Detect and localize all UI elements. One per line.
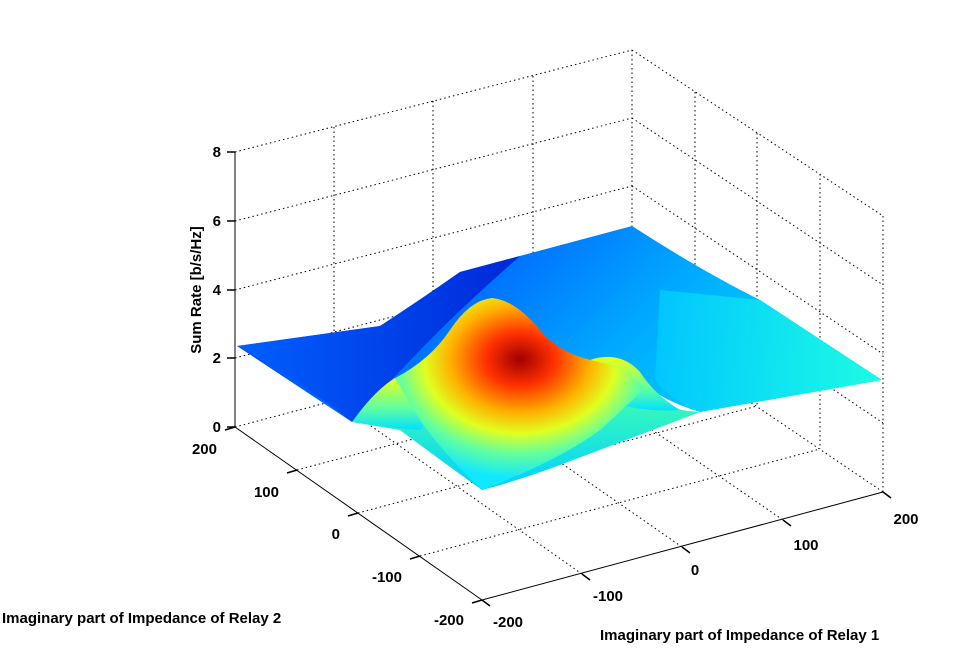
surface-right-region [655,290,882,412]
z-axis-label: Sum Rate [b/s/Hz] [188,226,205,354]
y-tick-label: 100 [254,484,279,501]
z-axis: 0 2 4 6 8 Sum Rate [b/s/Hz] [188,144,235,436]
x-axis-label: Imaginary part of Impedance of Relay 1 [600,627,879,644]
surface-central-peak [395,298,645,490]
surface-back-ridge [237,256,520,422]
y-tick-label: 200 [192,441,217,458]
y-axis: -200 -100 0 100 200 Imaginary part of Im… [2,426,483,629]
x-tick-label: 200 [893,511,918,528]
y-tick-label: -200 [434,612,464,629]
z-tick-label: 8 [213,144,221,161]
x-tick-label: 0 [691,562,699,579]
z-tick-label: 0 [213,419,221,436]
axes-box [234,49,884,601]
x-axis: -200 -100 0 100 200 Imaginary part of Im… [481,491,919,644]
x-tick-label: -200 [493,614,523,631]
z-tick-label: 6 [213,213,221,230]
x-tick-label: -100 [593,588,623,605]
z-tick-label: 2 [213,350,221,367]
x-tick-label: 100 [793,537,818,554]
y-tick-label: 0 [332,526,340,543]
surface [237,226,882,490]
y-axis-label: Imaginary part of Impedance of Relay 2 [2,610,281,627]
y-tick-label: -100 [372,569,402,586]
z-tick-label: 4 [213,282,222,299]
